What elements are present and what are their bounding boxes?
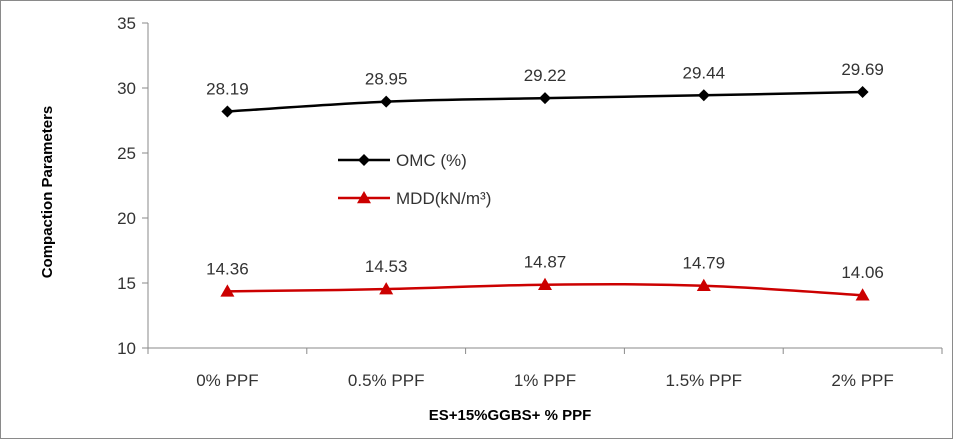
y-tick-label: 25 [117, 144, 136, 163]
data-label: 29.22 [524, 66, 567, 85]
data-point [379, 282, 394, 295]
legend-marker [358, 154, 370, 166]
data-point [539, 92, 551, 105]
x-tick-label: 0% PPF [196, 371, 258, 390]
x-tick-label: 1% PPF [514, 371, 576, 390]
legend-label: OMC (%) [396, 151, 467, 170]
data-point [221, 105, 234, 118]
x-axis-title: ES+15%GGBS+ % PPF [429, 407, 592, 424]
y-tick-label: 20 [117, 209, 136, 228]
legend-label: MDD(kN/m³) [396, 189, 491, 208]
data-point [697, 89, 710, 102]
series-1: 14.36 14.53 14.87 14.79 14.06 [206, 253, 884, 301]
y-tick-label: 15 [117, 274, 136, 293]
data-point [856, 86, 869, 99]
legend-item-1: MDD(kN/m³) [338, 189, 491, 208]
x-tick-label: 0.5% PPF [348, 371, 425, 390]
y-axis-ticks: 10 15 20 25 30 35 [117, 14, 148, 358]
y-tick-label: 30 [117, 79, 136, 98]
legend: OMC (%) MDD(kN/m³) [338, 151, 491, 208]
data-label: 28.19 [206, 80, 249, 99]
x-tick-label: 1.5% PPF [666, 371, 743, 390]
data-label: 29.69 [841, 60, 884, 79]
x-axis-ticks: 0% PPF 0.5% PPF 1% PPF 1.5% PPF 2% PPF [147, 348, 943, 390]
data-point [696, 278, 711, 291]
y-tick-label: 35 [117, 14, 136, 33]
legend-marker [357, 191, 371, 204]
x-tick-label: 2% PPF [831, 371, 893, 390]
data-label: 29.44 [683, 63, 726, 82]
data-label: 14.06 [841, 263, 884, 282]
axes [147, 23, 942, 349]
data-point [538, 277, 552, 290]
data-label: 14.79 [683, 254, 726, 273]
legend-item-0: OMC (%) [338, 151, 467, 170]
series-layer: 28.19 28.95 29.22 29.44 29.69 14.36 14.53 14.87… [206, 60, 884, 301]
data-point [855, 288, 870, 301]
data-point [220, 284, 235, 297]
data-point [380, 95, 393, 108]
data-label: 14.36 [206, 259, 249, 278]
data-label: 28.95 [365, 70, 408, 89]
data-label: 14.87 [524, 253, 567, 272]
y-tick-label: 10 [117, 339, 136, 358]
y-axis-title: Compaction Parameters [39, 106, 56, 279]
data-label: 14.53 [365, 257, 408, 276]
series-0: 28.19 28.95 29.22 29.44 29.69 [206, 60, 884, 118]
